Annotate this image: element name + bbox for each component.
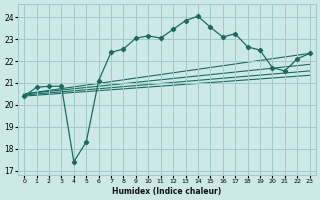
- X-axis label: Humidex (Indice chaleur): Humidex (Indice chaleur): [112, 187, 221, 196]
